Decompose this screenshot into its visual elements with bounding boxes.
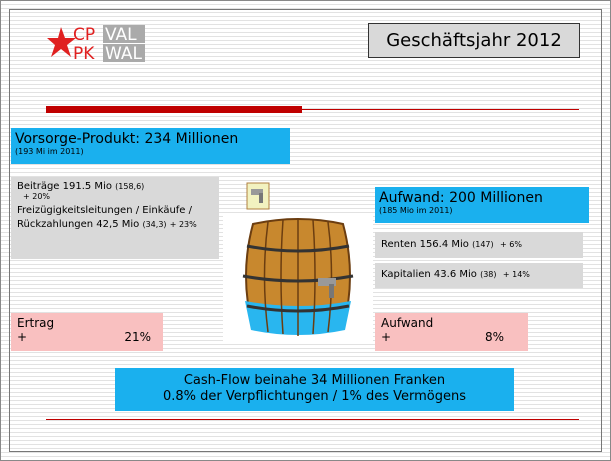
barrel (223, 216, 373, 344)
expense-box: Aufwand: 200 Millionen (185 Mio im 2011) (375, 187, 589, 223)
divider (301, 109, 579, 110)
text: + 20% (23, 192, 213, 201)
text: Aufwand (381, 316, 522, 330)
expense-growth: Aufwand +8% (375, 313, 528, 351)
income-box: Beiträge 191.5 Mio (158,6) + 20% Freizüg… (11, 177, 219, 259)
text: Beiträge 191.5 Mio (17, 181, 112, 192)
product-note: (193 Mi im 2011) (15, 147, 286, 156)
capital-box: Kapitalien 43.6 Mio (38) + 14% (375, 263, 583, 288)
logo-text: WAL (105, 44, 143, 63)
text: + 14% (503, 270, 530, 279)
divider (46, 419, 579, 420)
expense-heading: Aufwand: 200 Millionen (379, 190, 585, 206)
text: Cash-Flow beinahe 34 Millionen Franken (120, 373, 509, 389)
title: Geschäftsjahr 2012 (368, 23, 580, 58)
text: (158,6) (115, 182, 144, 191)
text: + (381, 330, 391, 344)
pensions-box: Renten 156.4 Mio (147) + 6% (375, 232, 583, 258)
text: (147) (472, 240, 494, 249)
text: (38) (480, 270, 496, 279)
text: 0.8% der Verpflichtungen / 1% des Vermög… (120, 389, 509, 405)
product-box: Vorsorge-Produkt: 234 Millionen (193 Mi … (11, 128, 290, 164)
text: + 6% (500, 240, 522, 249)
text: Kapitalien 43.6 Mio (381, 269, 477, 280)
product-heading: Vorsorge-Produkt: 234 Millionen (15, 131, 286, 147)
text: Renten 156.4 Mio (381, 239, 469, 250)
cashflow-box: Cash-Flow beinahe 34 Millionen Franken 0… (115, 368, 514, 411)
tap-icon (245, 181, 271, 211)
logo-text: PK (73, 44, 95, 63)
income-growth: Ertrag +21% (11, 313, 163, 351)
logo: CP VAL PK WAL (47, 23, 147, 63)
text: 21% (124, 330, 151, 344)
divider (46, 106, 302, 113)
text: + (17, 330, 27, 344)
logo-text: VAL (105, 25, 137, 45)
logo-text: CP (73, 25, 95, 45)
text: 8% (485, 330, 504, 344)
logo-star (47, 27, 76, 57)
text: Ertrag (17, 316, 157, 330)
text: (34,3) (142, 220, 166, 229)
expense-note: (185 Mio im 2011) (379, 206, 585, 215)
slide: CP VAL PK WAL Geschäftsjahr 2012 Vorsorg… (0, 0, 611, 461)
text: + 23% (170, 220, 197, 229)
